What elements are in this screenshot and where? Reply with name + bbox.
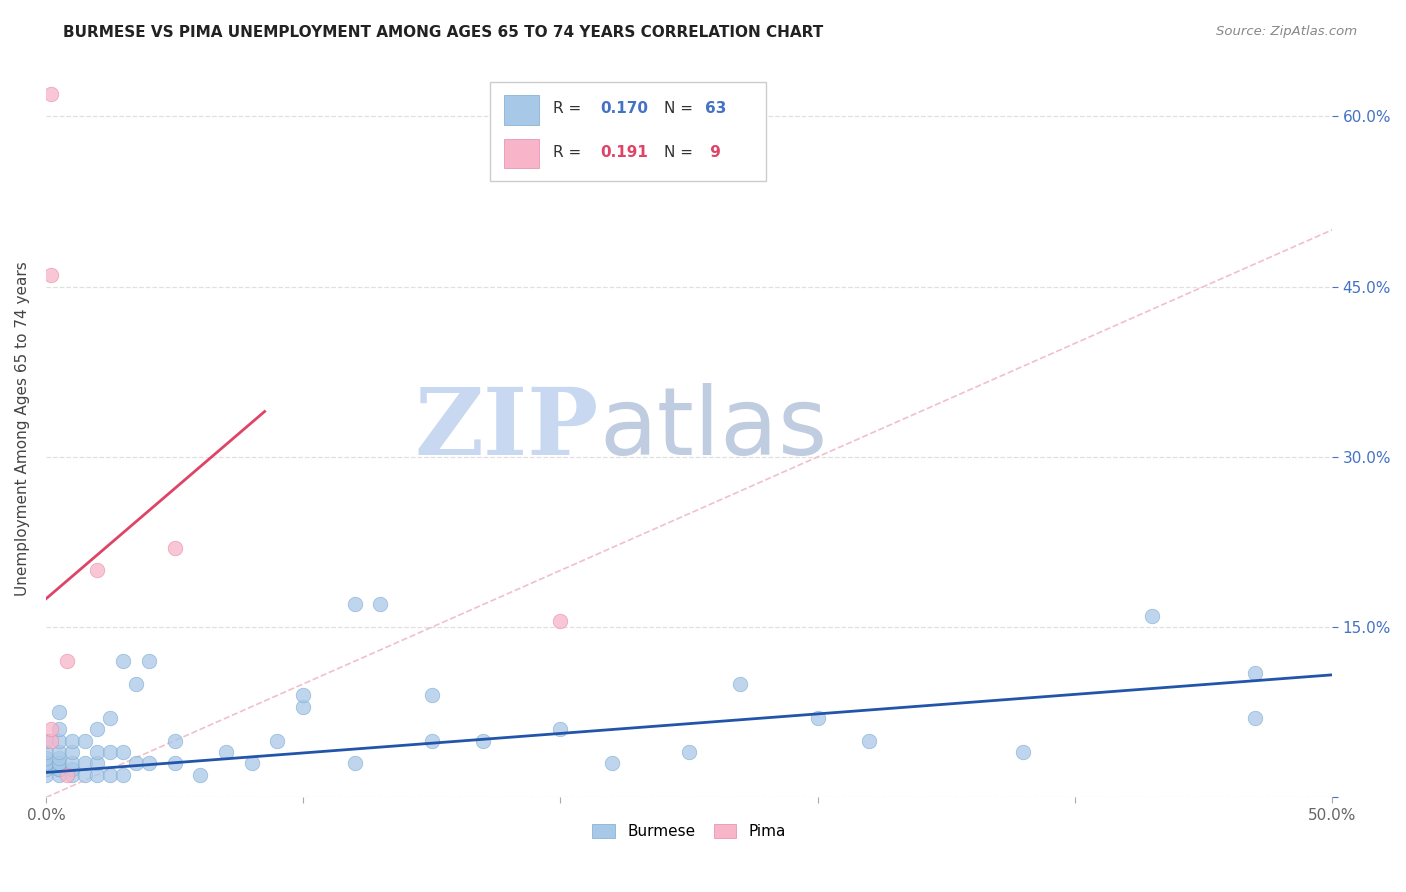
Y-axis label: Unemployment Among Ages 65 to 74 years: Unemployment Among Ages 65 to 74 years [15, 261, 30, 596]
Point [48, 733, 70, 747]
Point [55, 768, 77, 782]
Text: ZIP: ZIP [415, 384, 599, 474]
Point [1140, 608, 1163, 623]
Point [98, 745, 121, 759]
Legend: Burmese, Pima: Burmese, Pima [586, 818, 792, 845]
Point [163, 733, 186, 747]
Text: atlas: atlas [599, 383, 827, 475]
Point [550, 723, 572, 737]
Point [138, 654, 160, 668]
Point [600, 756, 623, 771]
Point [550, 615, 572, 629]
Point [163, 756, 186, 771]
Point [472, 733, 495, 747]
Point [1244, 711, 1267, 725]
Point [48, 762, 70, 776]
Point [35, 745, 58, 759]
Point [73, 733, 96, 747]
Point [48, 756, 70, 771]
Point [48, 723, 70, 737]
Point [678, 745, 700, 759]
Point [1244, 665, 1267, 680]
Point [60, 733, 83, 747]
Point [420, 733, 443, 747]
Point [60, 768, 83, 782]
Point [86, 756, 108, 771]
Point [35, 733, 58, 747]
Point [48, 756, 70, 771]
Point [163, 541, 186, 555]
Point [48, 762, 70, 776]
Point [35, 756, 58, 771]
Point [112, 745, 135, 759]
Point [86, 723, 108, 737]
Point [60, 762, 83, 776]
Point [730, 677, 752, 691]
Point [55, 654, 77, 668]
Text: Source: ZipAtlas.com: Source: ZipAtlas.com [1216, 25, 1357, 38]
Point [125, 756, 148, 771]
Point [48, 750, 70, 764]
Point [420, 688, 443, 702]
Point [343, 598, 366, 612]
Point [48, 745, 70, 759]
Point [370, 598, 392, 612]
Point [86, 563, 108, 577]
Point [35, 762, 58, 776]
Point [39, 723, 62, 737]
Point [86, 745, 108, 759]
Point [39, 268, 62, 283]
Point [112, 768, 135, 782]
Point [48, 706, 70, 720]
Point [73, 756, 96, 771]
Point [266, 733, 288, 747]
Point [858, 733, 880, 747]
Point [48, 768, 70, 782]
Point [60, 756, 83, 771]
Point [112, 654, 135, 668]
Point [292, 699, 315, 714]
Point [188, 768, 211, 782]
Point [215, 745, 238, 759]
Text: BURMESE VS PIMA UNEMPLOYMENT AMONG AGES 65 TO 74 YEARS CORRELATION CHART: BURMESE VS PIMA UNEMPLOYMENT AMONG AGES … [63, 25, 824, 40]
Point [35, 768, 58, 782]
Point [35, 750, 58, 764]
Point [73, 768, 96, 782]
Point [60, 745, 83, 759]
Point [35, 756, 58, 771]
Point [98, 711, 121, 725]
Point [39, 733, 62, 747]
Point [125, 677, 148, 691]
Point [86, 768, 108, 782]
Point [1012, 745, 1035, 759]
Point [39, 87, 62, 101]
Point [807, 711, 830, 725]
Point [343, 756, 366, 771]
Point [292, 688, 315, 702]
Point [98, 768, 121, 782]
Point [240, 756, 263, 771]
Point [138, 756, 160, 771]
